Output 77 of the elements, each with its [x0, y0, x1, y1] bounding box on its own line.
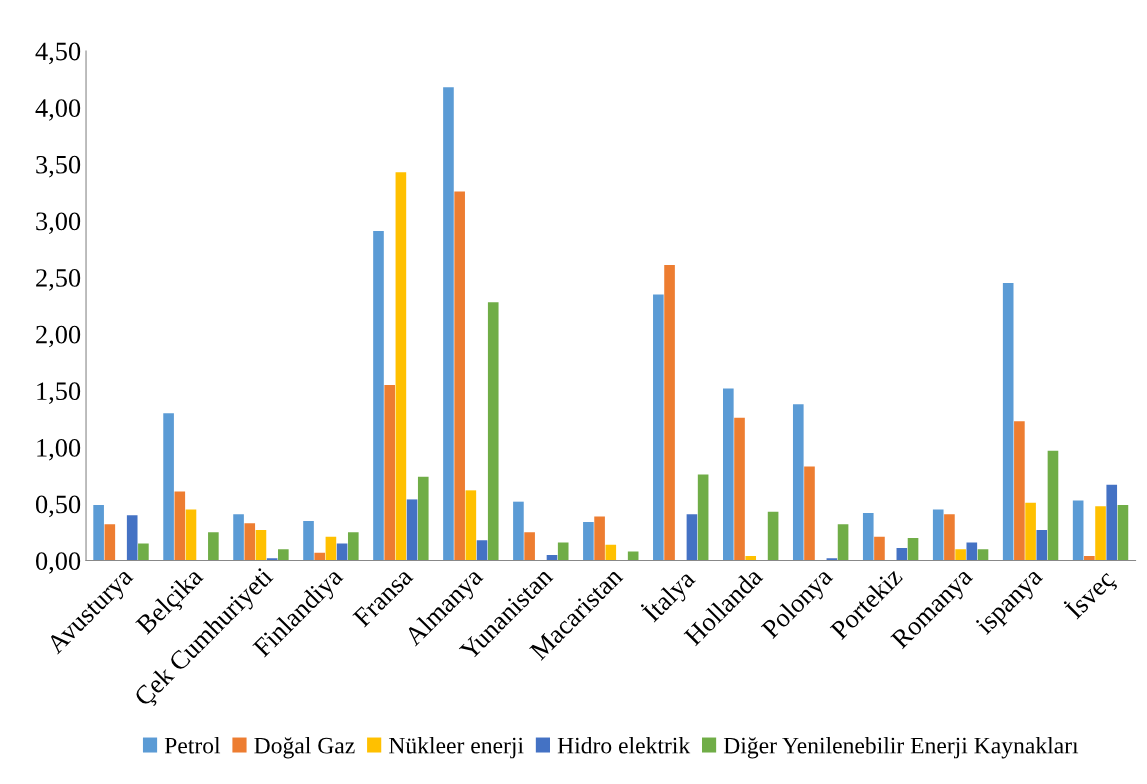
bar	[443, 87, 454, 561]
bar	[487, 302, 499, 561]
bar	[524, 532, 535, 561]
bar	[417, 476, 429, 561]
bar	[395, 172, 407, 561]
legend-label: Hidro elektrik	[557, 736, 691, 754]
bar	[1036, 529, 1048, 561]
legend-label: Nükleer enerji	[389, 736, 524, 759]
bar	[244, 523, 256, 561]
bar	[932, 509, 944, 561]
bar	[1084, 556, 1095, 561]
bar	[185, 509, 197, 561]
bar	[1106, 484, 1118, 561]
bar	[373, 231, 384, 561]
y-tick-label: 1,50	[37, 382, 81, 404]
bar	[278, 549, 289, 561]
y-tick-label: 3,00	[36, 212, 81, 235]
bar	[325, 536, 337, 561]
bar	[126, 515, 138, 561]
bar	[93, 505, 104, 561]
bar	[896, 548, 908, 561]
bar	[686, 514, 698, 561]
legend-label: Petrol	[164, 736, 221, 754]
y-tick-label: 4,00	[35, 99, 81, 121]
bar	[745, 556, 757, 561]
bar	[476, 540, 488, 561]
bar	[454, 191, 465, 561]
y-tick-label: 1,00	[37, 438, 81, 461]
legend-label: Diğer Yenilenebilir Enerji Kaynakları	[723, 736, 1079, 759]
bar	[977, 549, 989, 561]
legend-label: Doğal Gaz	[254, 736, 355, 759]
bar	[208, 532, 219, 561]
bar	[1014, 421, 1025, 561]
bar	[862, 513, 874, 561]
bar	[513, 501, 524, 561]
y-tick-label: 3,50	[36, 155, 81, 178]
bar	[384, 385, 395, 561]
bar	[138, 543, 149, 561]
bar	[767, 511, 779, 561]
bar	[406, 499, 418, 561]
bar	[314, 552, 326, 561]
bar	[255, 529, 267, 561]
bar	[557, 542, 569, 561]
bar	[1095, 506, 1106, 561]
bar	[792, 404, 804, 561]
bar	[837, 524, 849, 561]
bar	[664, 264, 675, 561]
bar	[605, 544, 617, 561]
bar	[966, 542, 978, 561]
bar	[907, 537, 919, 561]
bar	[163, 413, 174, 561]
bar	[804, 466, 815, 561]
bar	[347, 532, 359, 561]
y-tick-label: 2,00	[36, 325, 81, 348]
bar	[174, 491, 186, 561]
bar	[583, 522, 594, 561]
bar	[1047, 450, 1059, 561]
bar	[1117, 505, 1129, 561]
bar	[104, 524, 116, 561]
bar	[1025, 502, 1036, 561]
bar	[1002, 283, 1014, 561]
bar	[734, 417, 745, 561]
y-tick-label: 4,50	[35, 42, 81, 65]
bar	[955, 549, 966, 561]
bar	[653, 294, 664, 561]
y-tick-label: 2,50	[36, 269, 81, 291]
bar	[697, 474, 709, 561]
bar	[723, 388, 734, 561]
bar	[233, 514, 244, 561]
y-tick-label: 0,00	[35, 552, 81, 574]
bar	[303, 520, 314, 561]
bar	[944, 514, 955, 561]
bar	[594, 516, 605, 561]
bar	[465, 490, 477, 561]
bar	[1072, 500, 1084, 561]
bar	[874, 536, 885, 561]
y-tick-label: 0,50	[35, 495, 81, 518]
